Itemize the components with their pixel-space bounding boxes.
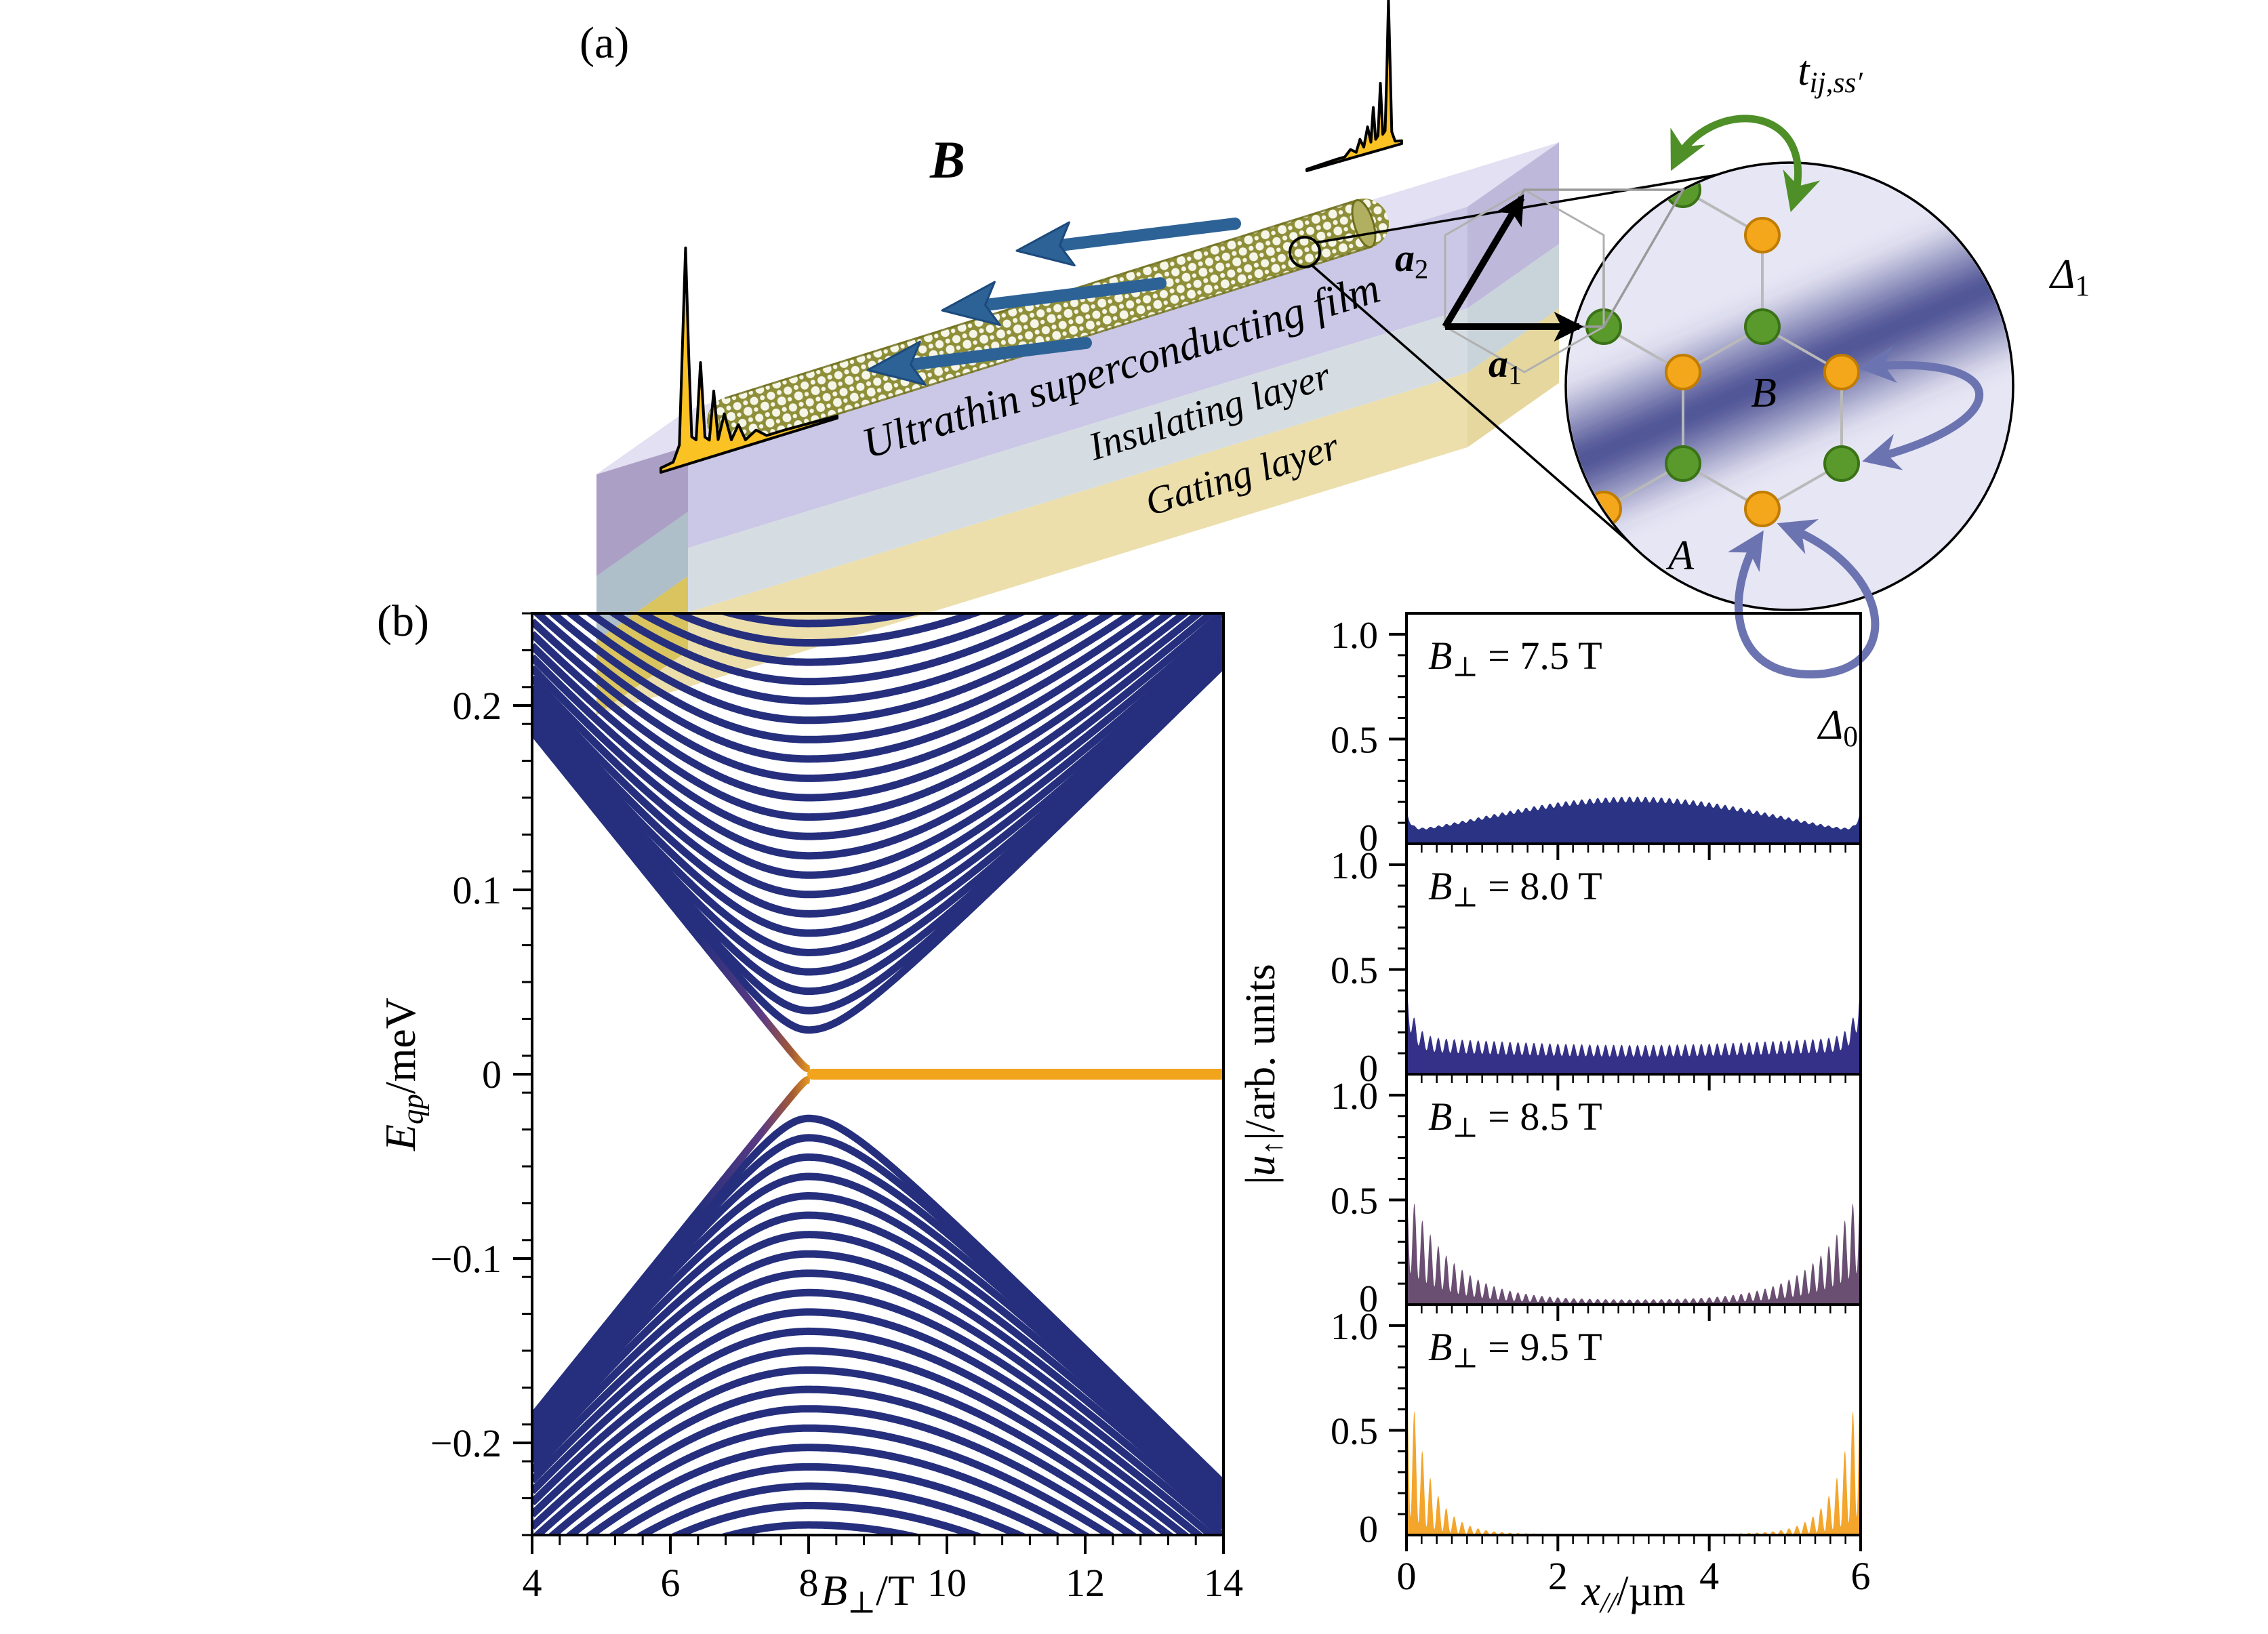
sublattice-b-label: B xyxy=(1751,370,1777,416)
svg-text:Eqp/meV: Eqp/meV xyxy=(376,998,430,1151)
svg-text:0: 0 xyxy=(1359,1509,1378,1551)
svg-text:14: 14 xyxy=(1204,1561,1243,1605)
svg-text:12: 12 xyxy=(1066,1561,1105,1605)
svg-text:0: 0 xyxy=(1397,1554,1417,1598)
svg-text:Δ0: Δ0 xyxy=(1817,702,1858,753)
laser-pulses xyxy=(660,0,1403,474)
svg-text:0.5: 0.5 xyxy=(1331,1410,1378,1452)
svg-text:1.0: 1.0 xyxy=(1331,1076,1378,1118)
svg-text:B⊥ = 7.5 T: B⊥ = 7.5 T xyxy=(1428,634,1602,682)
svg-text:a2: a2 xyxy=(1395,236,1428,284)
svg-text:1.0: 1.0 xyxy=(1331,845,1378,887)
svg-text:0.2: 0.2 xyxy=(453,684,502,728)
svg-text:0: 0 xyxy=(1359,817,1378,859)
svg-text:0.5: 0.5 xyxy=(1331,1180,1378,1222)
svg-text:a1: a1 xyxy=(1489,342,1522,390)
svg-text:6: 6 xyxy=(1851,1554,1871,1598)
svg-text:6: 6 xyxy=(661,1561,681,1605)
svg-text:0.1: 0.1 xyxy=(453,868,502,912)
svg-text:0: 0 xyxy=(482,1053,502,1097)
svg-text:B⊥ = 8.0 T: B⊥ = 8.0 T xyxy=(1428,864,1602,912)
svg-text:B⊥ = 9.5 T: B⊥ = 9.5 T xyxy=(1428,1325,1602,1373)
svg-text:tij,ss′: tij,ss′ xyxy=(1798,48,1863,99)
svg-text:10: 10 xyxy=(927,1561,967,1605)
svg-text:0: 0 xyxy=(1359,1278,1378,1320)
svg-text:B⊥ = 8.5 T: B⊥ = 8.5 T xyxy=(1428,1095,1602,1143)
panel-b-label: (b) xyxy=(377,596,429,646)
svg-text:4: 4 xyxy=(523,1561,542,1605)
lattice-labels: tij,ss′ Δ1 Δ0 a2 a1 xyxy=(1395,48,2090,753)
svg-text:|u↑|/arb. units: |u↑|/arb. units xyxy=(1238,964,1289,1185)
sublattice-a-label: A xyxy=(1665,533,1695,579)
svg-text:1.0: 1.0 xyxy=(1331,1306,1378,1348)
quasiparticle-spectrum-chart: 4 6 8 10 12 14 0.2 0.1 0 −0.1 −0.2 B⊥/T Eqp/meV xyxy=(376,612,1243,1620)
svg-text:0: 0 xyxy=(1359,1048,1378,1090)
svg-text:4: 4 xyxy=(1699,1554,1719,1598)
svg-text:8: 8 xyxy=(799,1561,819,1605)
lattice-inset: tij,ss′ Δ1 Δ0 a2 a1 A B xyxy=(1395,48,2090,753)
svg-text:B⊥/T: B⊥/T xyxy=(821,1566,914,1620)
field-b-label: B xyxy=(929,130,965,189)
svg-text:0.5: 0.5 xyxy=(1331,949,1378,992)
lattice-annotation-arrows xyxy=(1442,115,1983,679)
svg-text:x///µm: x///µm xyxy=(1581,1568,1686,1619)
magnetic-field-arrows xyxy=(866,218,1241,386)
svg-text:Δ1: Δ1 xyxy=(2048,251,2090,302)
svg-text:−0.1: −0.1 xyxy=(430,1237,502,1281)
inset-circle xyxy=(1564,161,2014,611)
wavefunction-profile-charts: 1.0 0.5 0 B⊥ = 7.5 T 1.0 0.5 0 B⊥ = 8.0 T 1.0 0.5… xyxy=(1238,612,1871,1619)
svg-text:0.5: 0.5 xyxy=(1331,719,1378,761)
device-schematic: (a) B Ultrathin superconducting film Ins… xyxy=(580,0,1790,715)
svg-text:2: 2 xyxy=(1548,1554,1568,1598)
svg-text:1.0: 1.0 xyxy=(1331,615,1378,657)
panel-a-label: (a) xyxy=(580,18,629,68)
svg-text:−0.2: −0.2 xyxy=(430,1421,502,1465)
